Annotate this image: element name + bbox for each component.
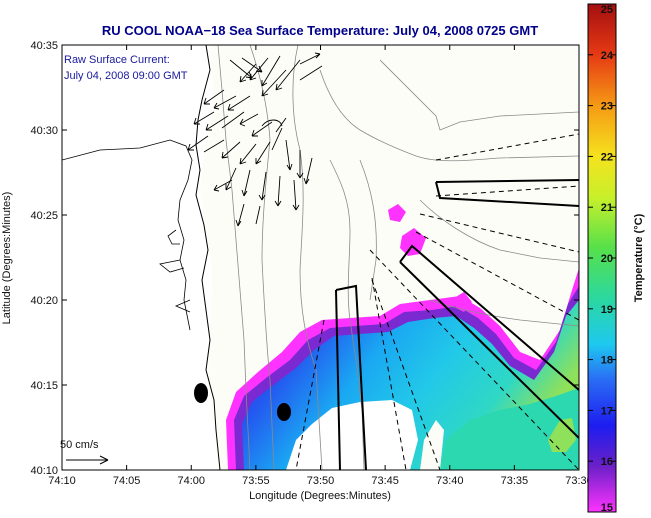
scale-label: 50 cm/s [60, 439, 99, 451]
transect-lines [295, 133, 579, 470]
colorbar-label: Temperature (°C) [633, 213, 645, 302]
y-tick-label: 40:30 [30, 125, 58, 137]
x-tick-label: 73:35 [501, 475, 529, 487]
y-tick-label: 40:35 [30, 40, 58, 52]
y-tick-label: 40:10 [30, 465, 58, 477]
x-axis-label: Longitude (Degrees:Minutes) [249, 490, 391, 502]
sst-field [194, 204, 579, 470]
x-tick-label: 73:30 [565, 475, 593, 487]
current-vectors [187, 52, 323, 227]
colorbar-ticks: 15 16 17 18 19 20 21 22 23 24 25 [588, 3, 616, 514]
x-tick-label: 74:00 [177, 475, 205, 487]
annotation-line2: July 04, 2008 09:00 GMT [64, 70, 188, 82]
colorbar-tick-label: 20 [601, 253, 613, 265]
colorbar-tick-label: 19 [601, 304, 613, 316]
colorbar-tick-label: 24 [601, 50, 614, 62]
x-tick-label: 74:05 [113, 475, 141, 487]
x-tick-label: 73:50 [307, 475, 335, 487]
annotation-line1: Raw Surface Current: [64, 54, 170, 66]
plot-area [62, 45, 579, 470]
bay-shoreline [62, 139, 193, 331]
colorbar-tick-label: 18 [601, 355, 613, 367]
y-tick-label: 40:20 [30, 295, 58, 307]
colorbar-tick-label: 15 [601, 502, 613, 514]
x-tick-label: 73:45 [371, 475, 399, 487]
y-axis-ticks: 40:10 40:15 40:20 40:25 40:30 40:35 [30, 40, 579, 477]
x-tick-label: 74:10 [48, 475, 76, 487]
scale-arrow [66, 455, 109, 465]
colorbar: 15 16 17 18 19 20 21 22 23 24 25 Temperature (°C) [587, 3, 645, 514]
colorbar-tick-label: 21 [601, 202, 613, 214]
x-tick-label: 73:55 [242, 475, 270, 487]
colorbar-tick-label: 23 [601, 101, 613, 113]
y-axis-label: Latitude (Degrees:Minutes) [1, 192, 13, 325]
chart-title: RU COOL NOAA−18 Sea Surface Temperature:… [102, 23, 538, 38]
y-tick-label: 40:25 [30, 210, 58, 222]
x-axis-ticks: 74:10 74:05 74:00 73:55 73:50 73:45 73:40 73:35… [48, 45, 593, 487]
coastline [195, 45, 221, 470]
y-tick-label: 40:15 [30, 380, 58, 392]
colorbar-tick-label: 17 [601, 405, 613, 417]
colorbar-tick-label: 25 [601, 4, 613, 16]
bathymetry-contours [217, 45, 579, 470]
x-tick-label: 73:40 [436, 475, 464, 487]
colorbar-tick-label: 16 [601, 456, 613, 468]
colorbar-tick-label: 22 [601, 151, 613, 163]
